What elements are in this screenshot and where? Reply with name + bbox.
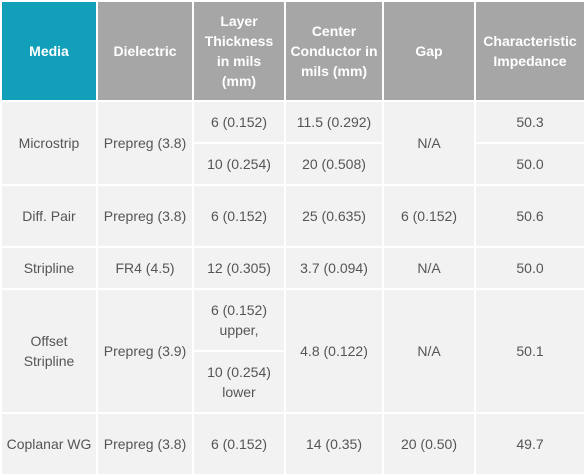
microstrip-thickness-2: 10 (0.254) — [192, 142, 286, 186]
header-impedance: Characteristic Impedance — [474, 0, 584, 102]
microstrip-conductor-2: 20 (0.508) — [284, 142, 384, 186]
microstrip-impedance-1: 50.3 — [474, 100, 584, 144]
header-media: Media — [0, 0, 98, 102]
stripline-thickness: 12 (0.305) — [192, 246, 286, 290]
offset-stripline-conductor: 4.8 (0.122) — [284, 288, 384, 414]
offset-stripline-dielectric: Prepreg (3.9) — [96, 288, 194, 414]
stripline-conductor: 3.7 (0.094) — [284, 246, 384, 290]
table-row: Diff. Pair Prepreg (3.8) 6 (0.152) 25 (0… — [0, 184, 584, 248]
diff-pair-impedance: 50.6 — [474, 184, 584, 248]
diff-pair-thickness: 6 (0.152) — [192, 184, 286, 248]
header-row: Media Dielectric Layer Thickness in mils… — [0, 0, 584, 102]
stripline-impedance: 50.0 — [474, 246, 584, 290]
table-row: Stripline FR4 (4.5) 12 (0.305) 3.7 (0.09… — [0, 246, 584, 290]
stripline-media: Stripline — [0, 246, 98, 290]
coplanar-wg-dielectric: Prepreg (3.8) — [96, 412, 194, 476]
coplanar-wg-media: Coplanar WG — [0, 412, 98, 476]
microstrip-impedance-2: 50.0 — [474, 142, 584, 186]
coplanar-wg-conductor: 14 (0.35) — [284, 412, 384, 476]
offset-stripline-media: Offset Stripline — [0, 288, 98, 414]
table-row: Offset Stripline Prepreg (3.9) 6 (0.152)… — [0, 288, 584, 414]
header-center-conductor: Center Conductor in mils (mm) — [284, 0, 384, 102]
microstrip-gap: N/A — [382, 100, 476, 186]
diff-pair-gap: 6 (0.152) — [382, 184, 476, 248]
microstrip-dielectric: Prepreg (3.8) — [96, 100, 194, 186]
coplanar-wg-impedance: 49.7 — [474, 412, 584, 476]
offset-stripline-impedance: 50.1 — [474, 288, 584, 414]
offset-stripline-gap: N/A — [382, 288, 476, 414]
microstrip-conductor-1: 11.5 (0.292) — [284, 100, 384, 144]
diff-pair-media: Diff. Pair — [0, 184, 98, 248]
table-row: 10 (0.254) 20 (0.508) 50.0 — [1, 142, 584, 186]
table-row: Microstrip Prepreg (3.8) 6 (0.152) 11.5 … — [0, 100, 584, 186]
microstrip-media: Microstrip — [0, 100, 98, 186]
diff-pair-dielectric: Prepreg (3.8) — [96, 184, 194, 248]
table-row: Coplanar WG Prepreg (3.8) 6 (0.152) 14 (… — [0, 412, 584, 476]
header-layer-thickness: Layer Thickness in mils (mm) — [192, 0, 286, 102]
table-row: 10 (0.254) lower — [1, 350, 584, 414]
offset-stripline-thickness-lower: 10 (0.254) lower — [192, 350, 286, 414]
header-gap: Gap — [382, 0, 476, 102]
stripline-dielectric: FR4 (4.5) — [96, 246, 194, 290]
header-dielectric: Dielectric — [96, 0, 194, 102]
offset-stripline-thickness-upper: 6 (0.152) upper, — [192, 288, 286, 352]
coplanar-wg-gap: 20 (0.50) — [382, 412, 476, 476]
coplanar-wg-thickness: 6 (0.152) — [192, 412, 286, 476]
diff-pair-conductor: 25 (0.635) — [284, 184, 384, 248]
microstrip-thickness-1: 6 (0.152) — [192, 100, 286, 144]
stripline-gap: N/A — [382, 246, 476, 290]
